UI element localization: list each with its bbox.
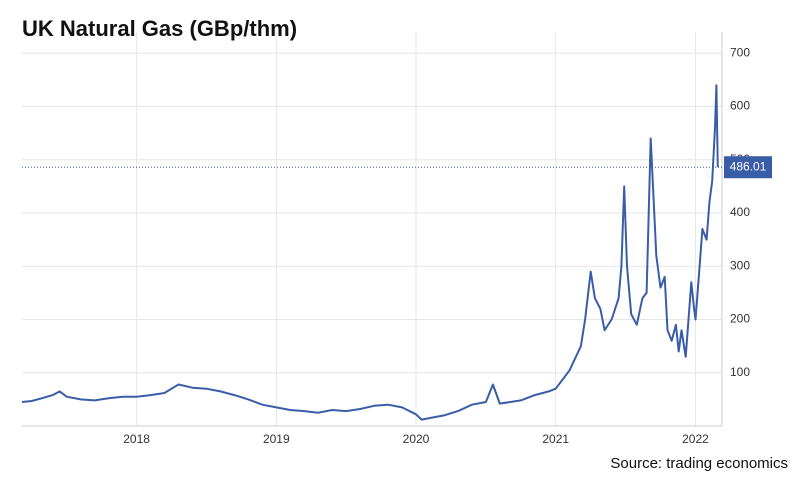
- y-tick-label: 700: [730, 45, 750, 59]
- source: Source: trading economics: [610, 455, 788, 472]
- y-tick-label: 300: [730, 258, 750, 272]
- y-tick-label: 200: [730, 312, 750, 326]
- last-value-box: [724, 156, 772, 179]
- last-value-label: 486.01: [730, 159, 767, 173]
- x-tick-label: 2022: [682, 432, 709, 446]
- x-tick-label: 2019: [263, 432, 290, 446]
- x-tick-label: 2021: [542, 432, 569, 446]
- y-tick-label: 400: [730, 205, 750, 219]
- chart-title: UK Natural Gas (GBp/thm): [22, 16, 297, 41]
- y-tick-label: 600: [730, 99, 750, 113]
- x-tick-label: 2018: [123, 432, 150, 446]
- price-line: [21, 84, 719, 421]
- y-tick-label: 100: [730, 365, 750, 379]
- x-tick-label: 2020: [403, 432, 430, 446]
